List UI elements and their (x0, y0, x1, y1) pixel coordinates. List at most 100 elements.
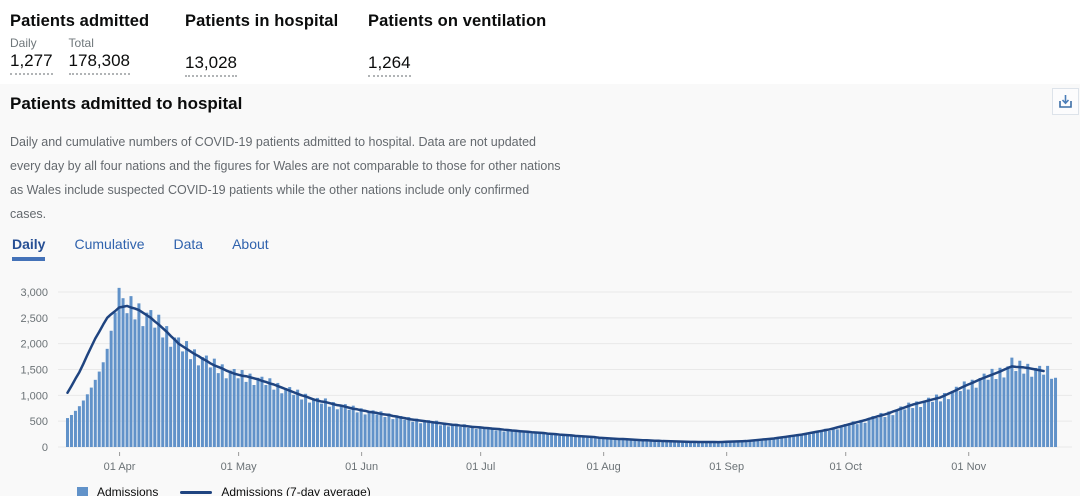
admissions-bar[interactable] (435, 420, 439, 447)
admissions-bar[interactable] (601, 437, 605, 447)
admissions-bar[interactable] (911, 408, 915, 447)
admissions-bar[interactable] (613, 439, 617, 447)
admissions-bar[interactable] (248, 373, 252, 447)
admissions-bar[interactable] (625, 439, 629, 447)
admissions-bar[interactable] (292, 394, 296, 447)
admissions-bar[interactable] (161, 337, 165, 447)
admissions-bar[interactable] (296, 389, 300, 447)
admissions-bar[interactable] (240, 370, 244, 447)
admissions-bar[interactable] (280, 393, 284, 447)
admissions-bar[interactable] (379, 411, 383, 447)
tab-data[interactable]: Data (173, 236, 204, 252)
admissions-bar[interactable] (534, 432, 538, 447)
admissions-bar[interactable] (288, 387, 292, 447)
admissions-bar[interactable] (577, 436, 581, 447)
admissions-bar[interactable] (494, 430, 498, 447)
admissions-bar[interactable] (81, 400, 85, 448)
admissions-bar[interactable] (788, 435, 792, 447)
admissions-bar[interactable] (633, 440, 637, 447)
admissions-bar[interactable] (554, 433, 558, 447)
admissions-bar[interactable] (982, 373, 986, 447)
admissions-bar[interactable] (204, 355, 208, 447)
admissions-bar[interactable] (855, 424, 859, 447)
admissions-bar[interactable] (149, 310, 153, 447)
admissions-bar[interactable] (371, 410, 375, 447)
admissions-bar[interactable] (1002, 377, 1006, 447)
admissions-bar[interactable] (962, 381, 966, 447)
admissions-bar[interactable] (69, 414, 73, 447)
admissions-bar[interactable] (1046, 365, 1050, 447)
admissions-bar[interactable] (438, 425, 442, 447)
admissions-bar[interactable] (724, 442, 728, 447)
admissions-bar[interactable] (522, 432, 526, 447)
admissions-bar[interactable] (1054, 377, 1058, 447)
admissions-bar[interactable] (895, 409, 899, 447)
admissions-bar[interactable] (573, 435, 577, 447)
admissions-bar[interactable] (649, 440, 653, 447)
admissions-bar[interactable] (264, 385, 268, 447)
admissions-bar[interactable] (157, 314, 161, 447)
admissions-bar[interactable] (423, 420, 427, 447)
admissions-bar[interactable] (950, 390, 954, 447)
admissions-bar[interactable] (804, 433, 808, 447)
admissions-bar[interactable] (165, 326, 169, 447)
admissions-bar[interactable] (978, 377, 982, 447)
admissions-bar[interactable] (431, 423, 435, 447)
admissions-bar[interactable] (712, 441, 716, 447)
admissions-bar[interactable] (994, 379, 998, 447)
admissions-bar[interactable] (546, 432, 550, 447)
admissions-bar[interactable] (133, 319, 137, 447)
admissions-bar[interactable] (609, 437, 613, 447)
admissions-bar[interactable] (776, 437, 780, 447)
admissions-bar[interactable] (216, 373, 220, 447)
admissions-bar[interactable] (883, 417, 887, 447)
admissions-bar[interactable] (915, 401, 919, 447)
admissions-bar[interactable] (1042, 374, 1046, 447)
admissions-bar[interactable] (875, 418, 879, 447)
admissions-bar[interactable] (486, 428, 490, 447)
admissions-bar[interactable] (427, 420, 431, 447)
admissions-bar[interactable] (637, 439, 641, 447)
admissions-bar[interactable] (796, 434, 800, 447)
admissions-bar[interactable] (236, 378, 240, 447)
tab-about[interactable]: About (232, 236, 269, 252)
admissions-bar[interactable] (839, 425, 843, 447)
admissions-bar[interactable] (1038, 365, 1042, 447)
admissions-bar[interactable] (169, 346, 173, 447)
admissions-bar[interactable] (442, 422, 446, 447)
admissions-bar[interactable] (411, 421, 415, 447)
admissions-bar[interactable] (113, 312, 117, 447)
admissions-bar[interactable] (907, 402, 911, 447)
tab-cumulative[interactable]: Cumulative (74, 236, 145, 252)
admissions-bar[interactable] (228, 370, 232, 447)
admissions-bar[interactable] (808, 434, 812, 448)
admissions-bar[interactable] (970, 379, 974, 447)
admissions-bar[interactable] (323, 398, 327, 447)
admissions-bar[interactable] (998, 367, 1002, 447)
admissions-bar[interactable] (708, 442, 712, 447)
admissions-bar[interactable] (474, 428, 478, 447)
admissions-bar[interactable] (363, 414, 367, 447)
admissions-bar[interactable] (185, 341, 189, 447)
admissions-bar[interactable] (1018, 360, 1022, 447)
admissions-bar[interactable] (562, 434, 565, 447)
admissions-bar[interactable] (137, 303, 141, 447)
admissions-bar[interactable] (831, 427, 835, 447)
admissions-bar[interactable] (784, 436, 788, 447)
admissions-bar[interactable] (772, 439, 776, 447)
admissions-bar[interactable] (66, 418, 69, 447)
admissions-bar[interactable] (77, 406, 81, 447)
admissions-bar[interactable] (407, 417, 411, 447)
admissions-bar[interactable] (946, 399, 950, 447)
admissions-bar[interactable] (871, 416, 875, 447)
admissions-bar[interactable] (752, 441, 756, 447)
admissions-bar[interactable] (581, 435, 585, 447)
admissions-bar[interactable] (1022, 373, 1026, 447)
admissions-bar[interactable] (704, 441, 708, 447)
admissions-bar[interactable] (327, 406, 331, 447)
admissions-bar[interactable] (903, 409, 907, 447)
admissions-bar[interactable] (478, 426, 482, 447)
admissions-bar[interactable] (97, 371, 101, 447)
admissions-bar[interactable] (462, 424, 466, 447)
admissions-bar[interactable] (153, 327, 157, 447)
